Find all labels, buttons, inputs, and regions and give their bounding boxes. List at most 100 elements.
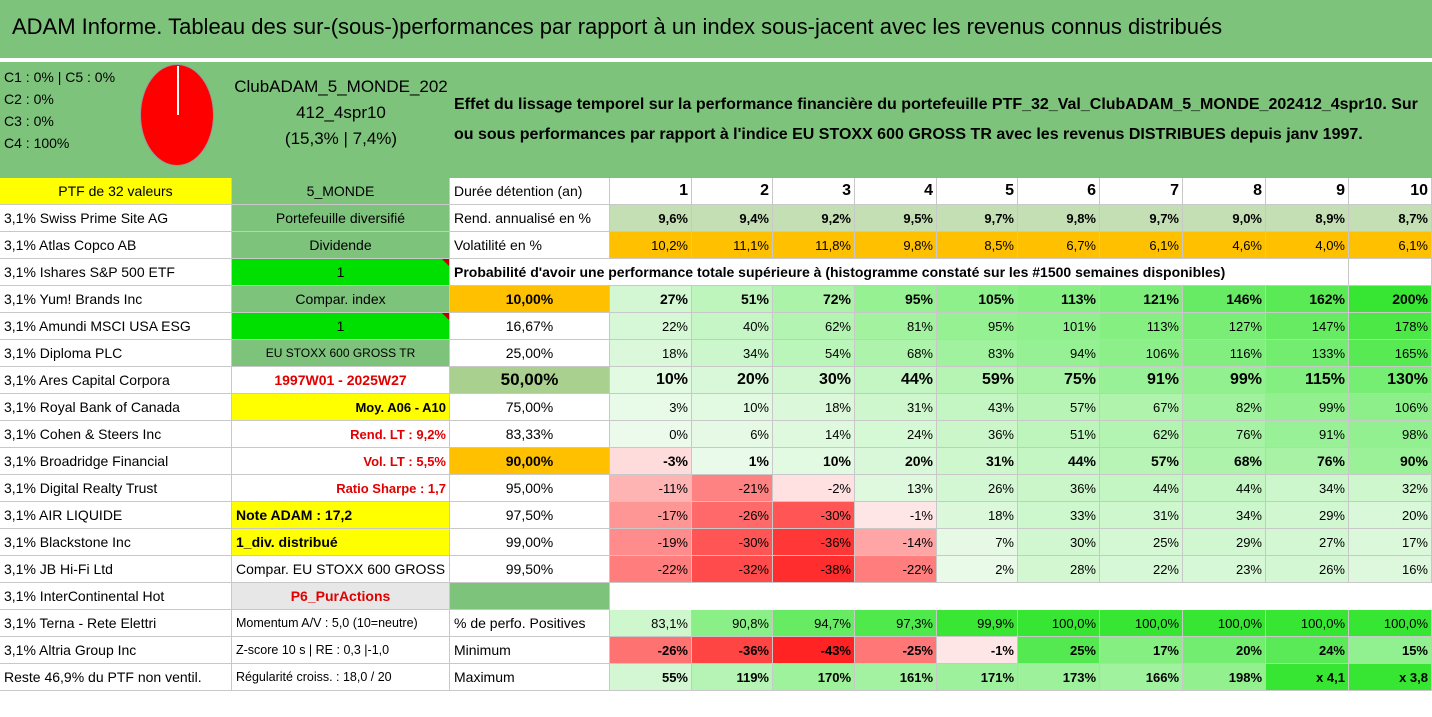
probability-value: 121% <box>1100 286 1183 313</box>
probability-value: -2% <box>773 475 855 502</box>
maximum-value: 198% <box>1183 664 1266 691</box>
annual-return-value: 9,7% <box>1100 205 1183 232</box>
probability-percentile: 97,50% <box>450 502 610 529</box>
probability-value: -30% <box>692 529 773 556</box>
portfolio-attribute: Portefeuille diversifié <box>232 205 450 232</box>
probability-value: -17% <box>610 502 692 529</box>
probability-value: 33% <box>1018 502 1100 529</box>
probability-value: 106% <box>1349 394 1432 421</box>
probability-value: 28% <box>1018 556 1100 583</box>
maximum-value: 55% <box>610 664 692 691</box>
probability-value: 22% <box>1100 556 1183 583</box>
portfolio-name-line1: ClubADAM_5_MONDE_202 <box>234 77 448 96</box>
probability-title: Probabilité d'avoir une performance tota… <box>450 259 1349 286</box>
probability-value: 34% <box>1183 502 1266 529</box>
probability-value: 10% <box>692 394 773 421</box>
probability-value: 29% <box>1266 502 1349 529</box>
probability-percentile: 90,00% <box>450 448 610 475</box>
duration-column-header: 4 <box>855 178 937 205</box>
portfolio-attribute: P6_PurActions <box>232 583 450 610</box>
page-title: ADAM Informe. Tableau des sur-(sous-)per… <box>0 0 1432 58</box>
probability-value: -30% <box>773 502 855 529</box>
probability-value: -32% <box>692 556 773 583</box>
probability-value: -22% <box>855 556 937 583</box>
probability-value: 26% <box>1266 556 1349 583</box>
portfolio-attribute: Ratio Sharpe : 1,7 <box>232 475 450 502</box>
probability-value: 6% <box>692 421 773 448</box>
c-line: C1 : 0% | C5 : 0% <box>4 69 116 85</box>
probability-value: 76% <box>1266 448 1349 475</box>
probability-value: 81% <box>855 313 937 340</box>
probability-value: 27% <box>1266 529 1349 556</box>
positive-perf-value: 90,8% <box>692 610 773 637</box>
portfolio-attribute: Compar. EU STOXX 600 GROSS TR <box>232 556 450 583</box>
probability-value: 101% <box>1018 313 1100 340</box>
probability-value: 59% <box>937 367 1018 394</box>
probability-value: 162% <box>1266 286 1349 313</box>
portfolio-performance: (15,3% | 7,4%) <box>284 129 398 148</box>
probability-percentile: 10,00% <box>450 286 610 313</box>
portfolio-header: PTF de 32 valeurs <box>0 178 232 205</box>
empty-cell <box>1349 259 1432 286</box>
probability-value: 26% <box>937 475 1018 502</box>
probability-value: 133% <box>1266 340 1349 367</box>
probability-value: 147% <box>1266 313 1349 340</box>
annual-return-label: Rend. annualisé en % <box>450 205 610 232</box>
c-line: C2 : 0% <box>4 91 54 107</box>
probability-value: 44% <box>855 367 937 394</box>
minimum-value: 15% <box>1349 637 1432 664</box>
probability-value: 54% <box>773 340 855 367</box>
minimum-value: 25% <box>1018 637 1100 664</box>
minimum-value: 20% <box>1183 637 1266 664</box>
probability-value: 23% <box>1183 556 1266 583</box>
minimum-value: -25% <box>855 637 937 664</box>
probability-value: 22% <box>610 313 692 340</box>
holding-row-label: 3,1% Amundi MSCI USA ESG <box>0 313 232 340</box>
probability-value: 40% <box>692 313 773 340</box>
probability-value: 57% <box>1100 448 1183 475</box>
probability-value: 94% <box>1018 340 1100 367</box>
probability-value: 7% <box>937 529 1018 556</box>
maximum-value: 161% <box>855 664 937 691</box>
probability-value: 115% <box>1266 367 1349 394</box>
probability-percentile: 25,00% <box>450 340 610 367</box>
probability-value: 20% <box>855 448 937 475</box>
probability-value: 113% <box>1018 286 1100 313</box>
probability-value: -38% <box>773 556 855 583</box>
probability-value: 29% <box>1183 529 1266 556</box>
probability-value: 17% <box>1349 529 1432 556</box>
probability-value: 31% <box>1100 502 1183 529</box>
probability-value: 113% <box>1100 313 1183 340</box>
probability-value: 130% <box>1349 367 1432 394</box>
holding-row-label: 3,1% Swiss Prime Site AG <box>0 205 232 232</box>
probability-value: 32% <box>1349 475 1432 502</box>
volatility-value: 6,1% <box>1349 232 1432 259</box>
portfolio-name-cell: ClubADAM_5_MONDE_202 412_4spr10 (15,3% |… <box>232 62 450 178</box>
portfolio-attribute: Moy. A06 - A10 <box>232 394 450 421</box>
duration-column-header: 3 <box>773 178 855 205</box>
probability-value: 10% <box>773 448 855 475</box>
annual-return-value: 9,7% <box>937 205 1018 232</box>
probability-value: 3% <box>610 394 692 421</box>
probability-value: 44% <box>1018 448 1100 475</box>
probability-value: 75% <box>1018 367 1100 394</box>
positive-perf-label: % de perfo. Positives <box>450 610 610 637</box>
portfolio-attribute: EU STOXX 600 GROSS TR <box>232 340 450 367</box>
probability-value: 1% <box>692 448 773 475</box>
probability-value: 76% <box>1183 421 1266 448</box>
probability-value: 165% <box>1349 340 1432 367</box>
probability-value: 83% <box>937 340 1018 367</box>
portfolio-attribute: Z-score 10 s | RE : 0,3 |-1,0 <box>232 637 450 664</box>
holding-row-label: 3,1% Cohen & Steers Inc <box>0 421 232 448</box>
holding-row-label: 3,1% Altria Group Inc <box>0 637 232 664</box>
holding-row-label: 3,1% Yum! Brands Inc <box>0 286 232 313</box>
annual-return-value: 9,4% <box>692 205 773 232</box>
probability-value: -36% <box>773 529 855 556</box>
duration-column-header: 7 <box>1100 178 1183 205</box>
minimum-value: -43% <box>773 637 855 664</box>
portfolio-attribute: Note ADAM : 17,2 <box>232 502 450 529</box>
probability-value: -21% <box>692 475 773 502</box>
holding-row-label: 3,1% Broadridge Financial <box>0 448 232 475</box>
probability-value: 31% <box>855 394 937 421</box>
positive-perf-value: 99,9% <box>937 610 1018 637</box>
